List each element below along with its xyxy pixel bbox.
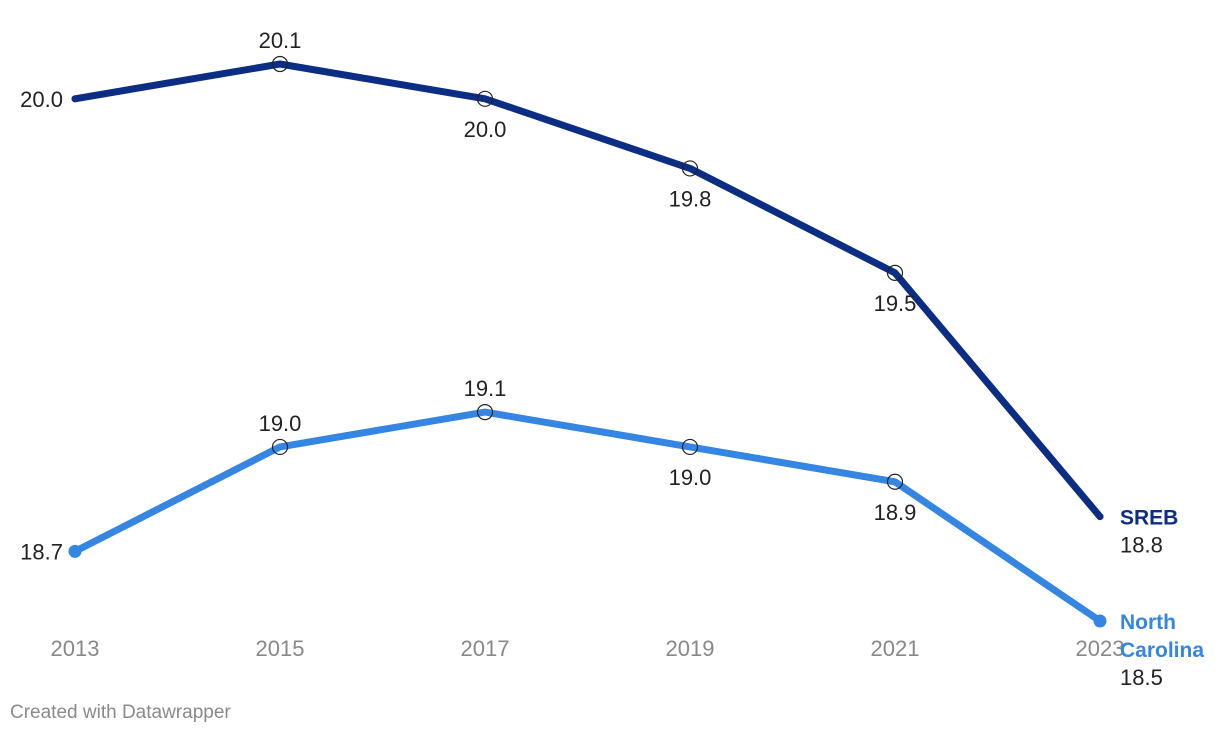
x-tick-2017: 2017 (461, 636, 510, 661)
data-label-north-carolina-2021: 18.9 (874, 500, 917, 525)
data-label-sreb-2023: 18.8 (1120, 533, 1163, 558)
point-sreb-2021 (886, 264, 904, 281)
data-label-sreb-2017: 20.0 (464, 117, 507, 142)
point-sreb-2013 (71, 95, 79, 103)
credit-footer: Created with Datawrapper (10, 702, 231, 723)
series-name-north-carolina: North Carolina (1120, 611, 1204, 662)
series-lines (71, 60, 1104, 625)
x-axis-ticks: 2013 2015 2017 2019 2021 2023 (51, 636, 1125, 661)
point-north-carolina-2017 (476, 404, 494, 421)
x-tick-2013: 2013 (51, 636, 100, 661)
series-name-sreb: SREB (1120, 507, 1178, 530)
point-north-carolina-2015 (271, 438, 289, 456)
data-label-sreb-2015: 20.1 (259, 28, 302, 53)
data-label-sreb-2013: 20.0 (20, 87, 63, 112)
x-tick-2023: 2023 (1076, 636, 1125, 661)
data-label-north-carolina-2015: 19.0 (259, 411, 302, 436)
point-sreb-2019 (681, 160, 699, 177)
data-label-north-carolina-2019: 19.0 (669, 465, 712, 490)
data-label-sreb-2021: 19.5 (874, 291, 917, 316)
x-tick-2021: 2021 (871, 636, 920, 661)
point-north-carolina-2013 (68, 544, 82, 558)
data-label-sreb-2019: 19.8 (669, 186, 712, 211)
point-north-carolina-2023 (1093, 614, 1107, 628)
data-labels: 20.0 20.1 20.0 19.8 19.5 SREB 18.8 18.7 19.0 19.1… (20, 28, 1204, 690)
data-label-north-carolina-2017: 19.1 (464, 376, 507, 401)
x-tick-2019: 2019 (666, 636, 715, 661)
point-north-carolina-2019 (681, 438, 699, 456)
point-sreb-2015 (271, 55, 289, 73)
point-sreb-2023 (1096, 513, 1104, 521)
data-point-markers (68, 55, 1107, 628)
data-label-north-carolina-2023: 18.5 (1120, 665, 1163, 690)
series-line-sreb (71, 60, 1104, 521)
series-line-north-carolina (71, 408, 1104, 625)
point-north-carolina-2021 (886, 473, 904, 490)
x-tick-2015: 2015 (256, 636, 305, 661)
point-sreb-2017 (476, 90, 494, 107)
data-label-north-carolina-2013: 18.7 (20, 539, 63, 564)
